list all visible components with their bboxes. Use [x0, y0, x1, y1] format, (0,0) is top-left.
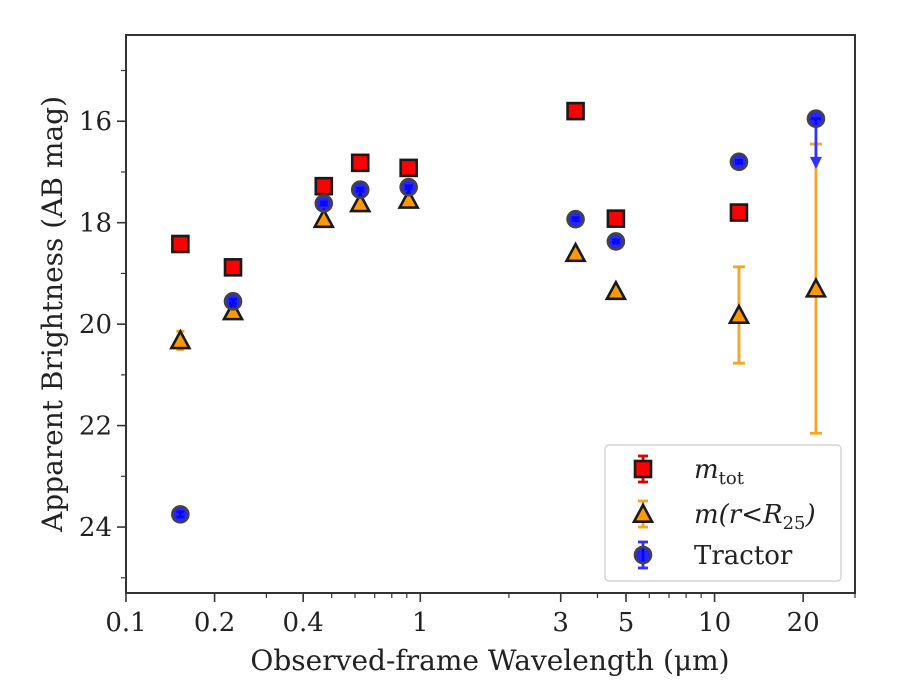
y-tick-label: 16	[79, 107, 112, 137]
series-mr25	[169, 142, 828, 435]
square-marker	[350, 153, 370, 173]
y-tick-label: 22	[79, 412, 112, 442]
square-marker	[729, 203, 749, 222]
legend-entry-mr25: m(r<R25)	[631, 499, 816, 534]
triangle-marker	[169, 328, 192, 350]
y-tick-label: 20	[79, 310, 112, 340]
legend-label-mr25: m(r<R25)	[694, 500, 816, 534]
triangle-marker	[564, 241, 587, 263]
triangle-marker	[397, 188, 420, 209]
triangle-marker	[349, 191, 372, 213]
legend-entry-mtot: mtot	[633, 454, 745, 489]
x-tick-label: 0.4	[283, 608, 324, 638]
legend-marker-mr25	[631, 502, 655, 523]
circle-marker	[350, 180, 370, 200]
x-tick-label: 1	[412, 608, 429, 638]
x-axis-label: Observed-frame Wavelength (μm)	[250, 644, 729, 677]
y-tick-label: 24	[79, 513, 112, 543]
x-tick-label: 0.1	[105, 608, 146, 638]
circle-marker	[729, 152, 749, 172]
x-tick-label: 20	[787, 608, 820, 638]
square-marker	[399, 158, 418, 178]
legend-marker-tractor	[633, 545, 653, 565]
upper-limit-arrow	[809, 156, 822, 169]
square-marker	[223, 258, 243, 277]
x-tick-label: 0.2	[194, 608, 235, 638]
square-marker	[314, 176, 334, 196]
circle-marker	[399, 177, 418, 197]
triangle-marker	[804, 276, 828, 298]
triangle-marker	[604, 279, 628, 301]
triangle-marker	[312, 207, 335, 229]
circle-marker	[566, 209, 585, 229]
circle-marker	[606, 232, 626, 251]
series-tractor	[171, 109, 826, 524]
circle-marker	[806, 109, 826, 128]
legend-label-tractor: Tractor	[694, 541, 793, 571]
x-tick-label: 3	[552, 608, 569, 638]
legend-entry-tractor: Tractor	[633, 540, 793, 571]
y-tick-label: 18	[79, 209, 112, 239]
square-marker	[566, 101, 585, 121]
plot-frame	[125, 34, 856, 594]
legend-box	[604, 444, 842, 582]
triangle-marker	[221, 299, 245, 321]
legend-label-mtot: mtot	[694, 455, 745, 489]
square-marker	[171, 234, 190, 254]
y-axis-label: Apparent Brightness (AB mag)	[36, 96, 69, 533]
circle-marker	[223, 292, 243, 311]
series-mtot	[171, 101, 749, 277]
triangle-marker	[727, 303, 751, 324]
x-tick-label: 5	[618, 608, 635, 638]
x-tick-label: 10	[698, 608, 731, 638]
circle-marker	[314, 194, 334, 213]
legend: mtot m(r<R25) Tractor	[604, 444, 842, 582]
square-marker	[606, 209, 626, 228]
circle-marker	[171, 505, 190, 524]
data-layer	[169, 101, 828, 524]
legend-marker-mtot	[633, 459, 653, 479]
axis-ticks: 0.1 0.2 0.4 1 3 5 10 20 16 18 20 22 24	[79, 69, 856, 638]
